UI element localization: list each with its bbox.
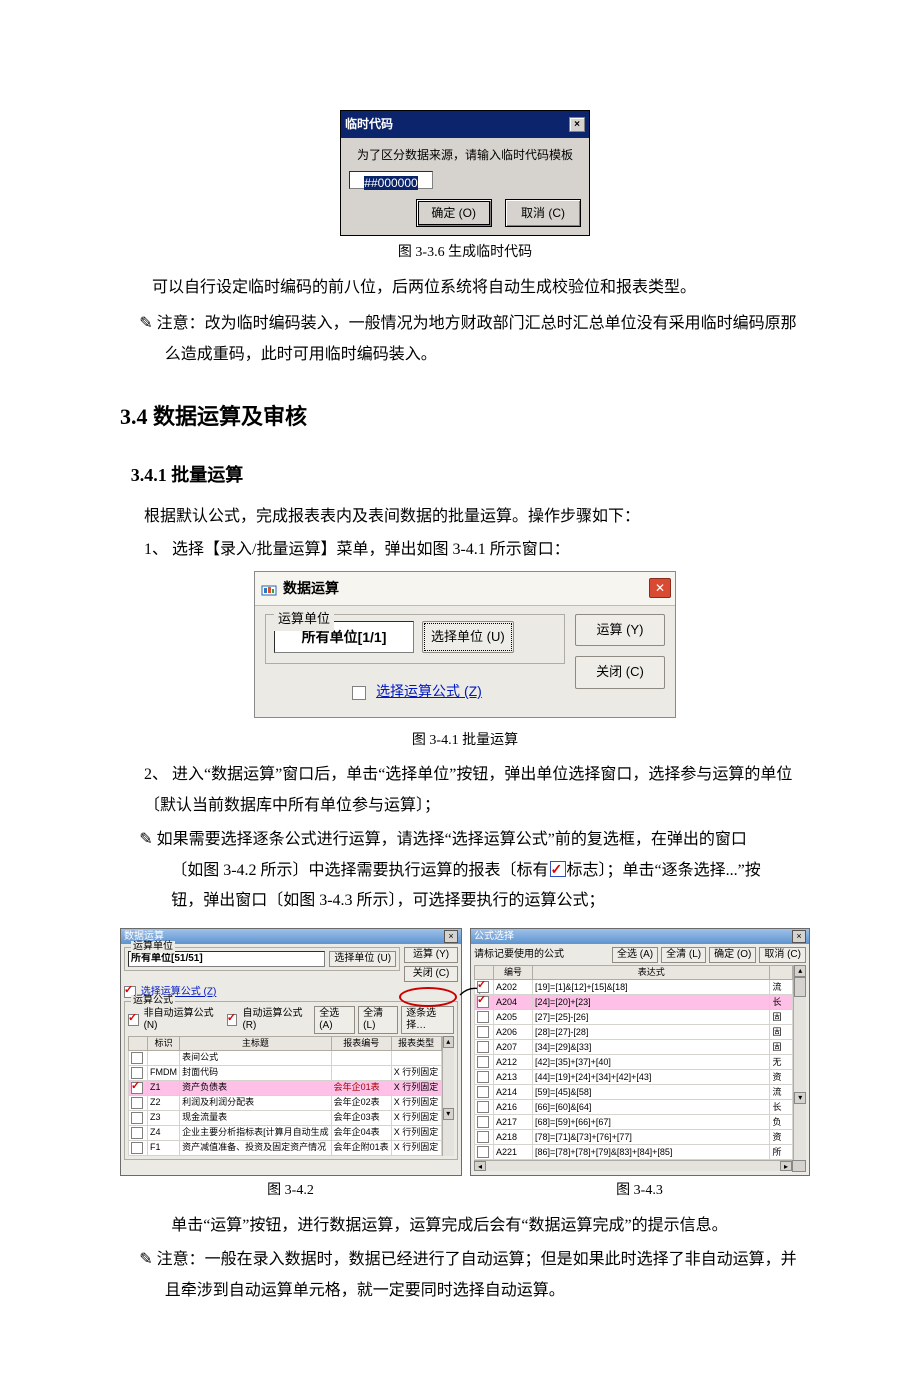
table-row[interactable]: FMDM封面代码X 行列固定 (129, 1065, 442, 1080)
row-checkbox[interactable] (131, 1052, 143, 1064)
select-formula-checkbox[interactable] (352, 686, 366, 700)
row-checkbox[interactable] (477, 996, 489, 1008)
table-row[interactable]: F1资产减值准备、投资及固定资产情况会年企附01表X 行列固定 (129, 1140, 442, 1155)
table-row[interactable]: A212[42]=[35]+[37]+[40]无 (475, 1055, 793, 1070)
caption-3-3-6: 图 3-3.6 生成临时代码 (120, 240, 810, 267)
dialog-title: 临时代码 (345, 113, 393, 136)
table-row[interactable]: A214[59]=[45]&[58]流 (475, 1085, 793, 1100)
table-row[interactable]: A205[27]=[25]-[26]固 (475, 1010, 793, 1025)
cancel-button[interactable]: 取消 (C) (759, 947, 806, 963)
row-checkbox[interactable] (477, 1041, 489, 1053)
heading-3-4: 3.4 数据运算及审核 (120, 396, 810, 438)
table-row[interactable]: A221[86]=[78]+[78]+[79]&[83]+[84]+[85]所 (475, 1145, 793, 1160)
heading-3-4-1: 3.4.1 批量运算 (120, 458, 810, 492)
dialog-prompt: 为了区分数据来源，请输入临时代码模板 (349, 144, 581, 167)
table-row[interactable]: A207[34]=[29]&[33]固 (475, 1040, 793, 1055)
close-button[interactable]: 关闭 (C) (575, 656, 665, 689)
dialog-prompt: 请标记要使用的公式 (474, 949, 564, 961)
caption-3-4-3: 图 3-4.3 (469, 1178, 810, 1205)
table-row[interactable]: A206[28]=[27]-[28]固 (475, 1025, 793, 1040)
table-row[interactable]: A216[66]=[60]&[64]长 (475, 1100, 793, 1115)
dialog-formula-select: 公式选择 × 请标记要使用的公式 全选 (A) 全清 (L) 确定 (O) 取消… (470, 928, 810, 1176)
auto-checkbox[interactable] (227, 1014, 238, 1026)
row-checkbox[interactable] (131, 1067, 143, 1079)
note-cont: 〔如图 3-4.2 所示〕中选择需要执行运算的报表〔标有标志〕；单击“逐条选择.… (120, 856, 810, 886)
select-all-button[interactable]: 全选 (A) (612, 947, 658, 963)
note: ✎ 如果需要选择逐条公式进行运算，请选择“选择运算公式”前的复选框，在弹出的窗口 (120, 825, 810, 855)
paragraph: 单击“运算”按钮，进行数据运算，运算完成后会有“数据运算完成”的提示信息。 (120, 1211, 810, 1241)
ok-button[interactable]: 确定 (O) (416, 199, 492, 228)
row-checkbox[interactable] (477, 981, 489, 993)
dialog-title: 公式选择 (474, 931, 514, 943)
close-icon[interactable]: × (444, 930, 458, 943)
note: ✎ 注意：一般在录入数据时，数据已经进行了自动运算；但是如果此时选择了非自动运算… (120, 1245, 810, 1306)
note: ✎ 注意：改为临时编码装入，一般情况为地方财政部门汇总时汇总单位没有采用临时编码… (120, 309, 810, 370)
app-icon (261, 580, 277, 596)
row-checkbox[interactable] (131, 1142, 143, 1154)
row-checkbox[interactable] (477, 1011, 489, 1023)
scrollbar-horizontal[interactable]: ◂ ▸ (474, 1160, 792, 1171)
select-all-button[interactable]: 全选 (A) (314, 1006, 355, 1034)
table-row[interactable]: Z2利润及利润分配表会年企02表X 行列固定 (129, 1095, 442, 1110)
clear-all-button[interactable]: 全清 (L) (661, 947, 706, 963)
formula-table: 编号 表达式 A202[19]=[1]&[12]+[15]&[18]流A204[… (474, 965, 793, 1160)
note-cont: 钮，弹出窗口〔如图 3-4.3 所示〕，可选择要执行的运算公式； (120, 886, 810, 916)
table-row[interactable]: Z3现金流量表会年企03表X 行列固定 (129, 1110, 442, 1125)
table-row[interactable]: A218[78]=[71]&[73]+[76]+[77]资 (475, 1130, 793, 1145)
table-row[interactable]: 表间公式 (129, 1050, 442, 1065)
dialog-data-calc-expanded: 数据运算 × 运算单位 所有单位[51/51] 选择单位 (U) 运算 (Y) … (120, 928, 462, 1176)
table-row[interactable]: Z4企业主要分析指标表[计算月自动生成会年企04表X 行列固定 (129, 1125, 442, 1140)
row-checkbox[interactable] (477, 1116, 489, 1128)
row-checkbox[interactable] (131, 1127, 143, 1139)
report-table: 标识 主标题 报表编号 报表类型 表间公式FMDM封面代码X 行列固定Z1资产负… (128, 1036, 442, 1156)
unit-display: 所有单位[51/51] (128, 951, 325, 967)
row-checkbox[interactable] (477, 1131, 489, 1143)
select-unit-button[interactable]: 选择单位 (U) (329, 951, 396, 967)
table-row[interactable]: A213[44]=[19]+[24]+[34]+[42]+[43]资 (475, 1070, 793, 1085)
calc-button[interactable]: 运算 (Y) (575, 614, 665, 647)
ok-button[interactable]: 确定 (O) (709, 947, 756, 963)
paragraph: 可以自行设定临时编码的前八位，后两位系统将自动生成校验位和报表类型。 (120, 273, 810, 303)
dialog-data-calc: 数据运算 ✕ 运算单位 所有单位[1/1] 选择单位 (U) 选择运算公式 (Z… (254, 571, 676, 718)
close-icon[interactable]: × (569, 117, 585, 132)
dialog-title: 数据运算 (283, 575, 339, 602)
paragraph: 根据默认公式，完成报表表内及表间数据的批量运算。操作步骤如下： (120, 502, 810, 532)
table-row[interactable]: A217[68]=[59]+[66]+[67]负 (475, 1115, 793, 1130)
dialog-title-bar: 数据运算 ✕ (255, 572, 675, 606)
row-checkbox[interactable] (477, 1056, 489, 1068)
scrollbar[interactable]: ▴ ▾ (442, 1036, 455, 1156)
close-button[interactable]: 关闭 (C) (404, 966, 458, 982)
table-row[interactable]: A204[24]=[20]+[23]长 (475, 995, 793, 1010)
caption-3-4-1: 图 3-4.1 批量运算 (120, 728, 810, 755)
dialog-title-bar: 临时代码 × (341, 111, 589, 138)
row-checkbox[interactable] (131, 1097, 143, 1109)
groupbox-label: 运算单位 (131, 941, 175, 953)
table-row[interactable]: A202[19]=[1]&[12]+[15]&[18]流 (475, 980, 793, 995)
row-checkbox[interactable] (477, 1146, 489, 1158)
row-checkbox[interactable] (477, 1026, 489, 1038)
select-unit-button[interactable]: 选择单位 (U) (422, 621, 514, 654)
nonauto-checkbox[interactable] (128, 1014, 139, 1026)
row-checkbox[interactable] (131, 1112, 143, 1124)
row-checkbox[interactable] (477, 1071, 489, 1083)
close-icon[interactable]: × (792, 930, 806, 943)
groupbox-label: 运算单位 (274, 607, 334, 632)
cancel-button[interactable]: 取消 (C) (505, 199, 581, 228)
stepwise-button[interactable]: 逐条选择… (401, 1006, 454, 1034)
select-formula-link[interactable]: 选择运算公式 (Z) (376, 683, 482, 699)
row-checkbox[interactable] (477, 1101, 489, 1113)
scrollbar[interactable]: ▴ ▾ (793, 965, 806, 1160)
caption-3-4-2: 图 3-4.2 (120, 1178, 461, 1205)
checkmark-icon (550, 861, 566, 877)
table-row[interactable]: Z1资产负债表会年企01表X 行列固定 (129, 1080, 442, 1095)
temp-code-input[interactable]: ##000000 (349, 171, 433, 189)
calc-button[interactable]: 运算 (Y) (404, 947, 458, 963)
list-item-2: 2、 进入“数据运算”窗口后，单击“选择单位”按钮，弹出单位选择窗口，选择参与运… (120, 760, 810, 821)
close-icon[interactable]: ✕ (649, 578, 671, 598)
row-checkbox[interactable] (131, 1082, 143, 1094)
dialog-temp-code: 临时代码 × 为了区分数据来源，请输入临时代码模板 ##000000 确定 (O… (340, 110, 590, 236)
row-checkbox[interactable] (477, 1086, 489, 1098)
list-item-1: 1、 选择【录入/批量运算】菜单，弹出如图 3-4.1 所示窗口： (120, 535, 810, 565)
clear-all-button[interactable]: 全清 (L) (358, 1006, 398, 1034)
